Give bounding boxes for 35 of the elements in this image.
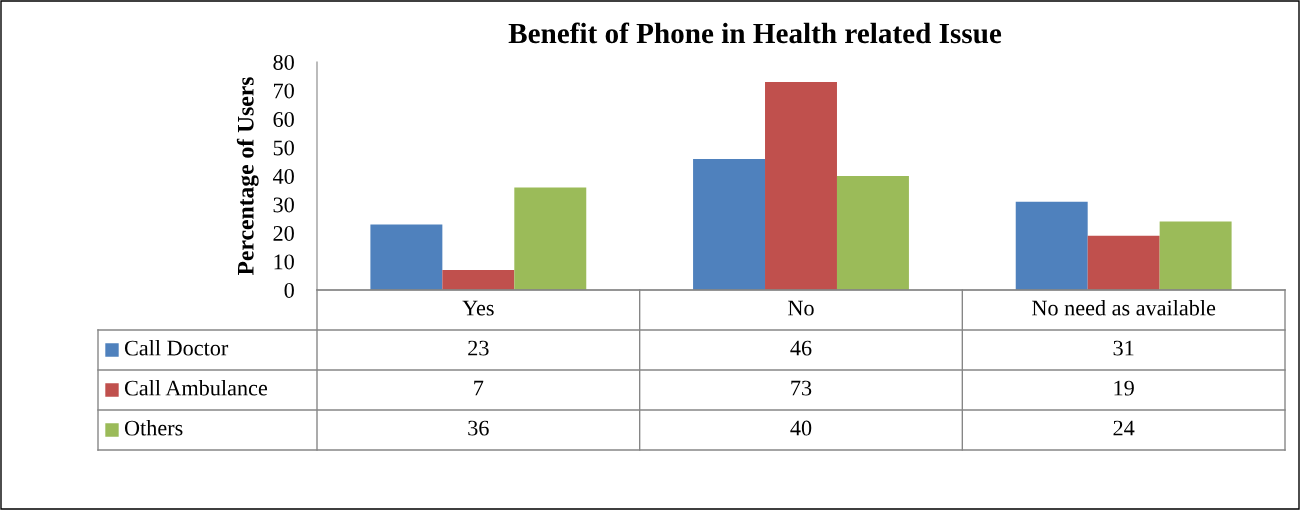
bar	[765, 81, 837, 290]
data-label: 31	[1113, 340, 1134, 356]
bar	[514, 187, 587, 290]
y-axis-title: Percentage of Users	[236, 77, 259, 276]
bar	[693, 158, 766, 290]
data-label: 73	[791, 380, 812, 396]
y-tick-label: 0	[284, 282, 294, 298]
chart-title: Benefit of Phone in Health related Issue	[508, 22, 1002, 44]
legend-label: Call Doctor	[124, 339, 229, 356]
x-tick-label: No need as available	[1032, 299, 1216, 316]
data-label: 7	[474, 380, 484, 396]
x-tick-label: No	[788, 300, 814, 316]
y-tick-label: 30	[273, 197, 294, 213]
y-tick-label: 50	[273, 140, 294, 156]
y-tick-label: 10	[274, 254, 294, 270]
y-tick-label: 80	[273, 54, 294, 70]
y-tick-label: 60	[273, 111, 294, 127]
y-tick-label: 20	[273, 225, 294, 241]
bar	[836, 176, 909, 290]
bar	[1015, 201, 1088, 290]
data-label: 36	[468, 420, 489, 436]
bar	[442, 270, 515, 290]
legend-label: Call Ambulance	[124, 379, 268, 396]
data-label: 23	[468, 340, 489, 356]
data-label: 46	[790, 340, 812, 356]
data-label: 24	[1113, 420, 1135, 436]
x-tick-label: Yes	[462, 300, 494, 316]
bar	[1087, 235, 1160, 290]
data-label: 40	[790, 420, 812, 436]
bar	[370, 224, 443, 290]
y-tick-label: 40	[272, 168, 294, 184]
bar	[1159, 221, 1232, 290]
legend-label: Others	[124, 419, 183, 436]
data-label: 19	[1114, 380, 1134, 396]
y-tick-label: 70	[274, 83, 294, 99]
